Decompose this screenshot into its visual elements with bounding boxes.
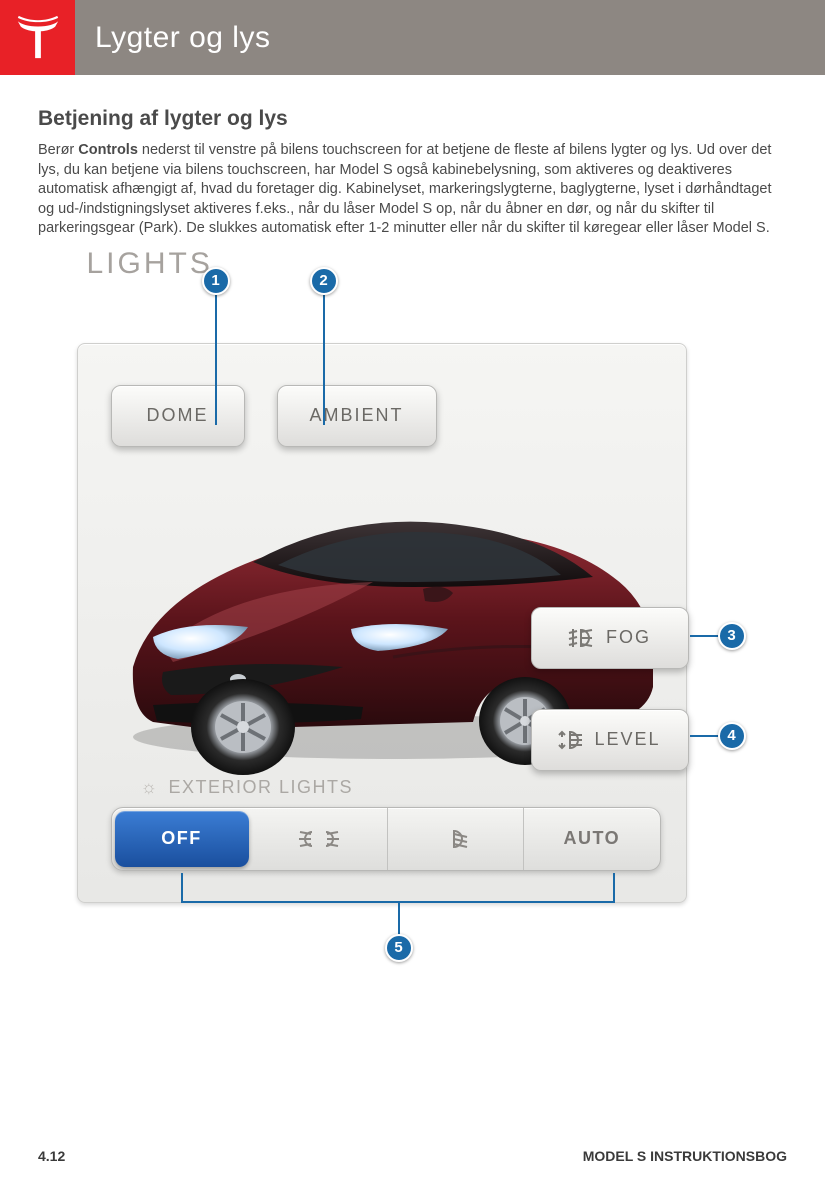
seg-off[interactable]: OFF <box>115 811 249 867</box>
callout-5: 5 <box>385 934 413 962</box>
callout-line <box>181 873 183 903</box>
page-title: Lygter og lys <box>95 21 270 55</box>
page-number: 4.12 <box>38 1148 65 1164</box>
seg-auto[interactable]: AUTO <box>524 808 659 870</box>
parking-lights-icon <box>297 828 341 850</box>
sun-icon: ☼ <box>141 777 159 798</box>
exterior-lights-segmented[interactable]: OFF <box>111 807 661 871</box>
level-button[interactable]: LEVEL <box>531 709 689 771</box>
header-bar: Lygter og lys <box>0 0 825 75</box>
callout-2: 2 <box>310 267 338 295</box>
callout-1: 1 <box>202 267 230 295</box>
callout-line <box>398 901 400 935</box>
callout-4: 4 <box>718 722 746 750</box>
para-post: nederst til venstre på bilens touchscree… <box>38 142 771 236</box>
book-title: MODEL S INSTRUKTIONSBOG <box>583 1148 787 1164</box>
panel-title: LIGHTS <box>87 247 213 281</box>
callout-line <box>690 635 720 637</box>
fog-label: FOG <box>606 627 651 648</box>
seg-lowbeam[interactable] <box>388 808 524 870</box>
fog-icon <box>568 627 594 649</box>
exterior-lights-label: ☼ EXTERIOR LIGHTS <box>141 777 354 798</box>
para-bold: Controls <box>78 142 138 158</box>
dome-button[interactable]: DOME <box>111 385 245 447</box>
level-icon <box>558 729 584 751</box>
callout-line <box>690 735 720 737</box>
section-heading: Betjening af lygter og lys <box>38 107 787 131</box>
callout-line <box>613 873 615 903</box>
callout-line <box>215 295 217 425</box>
lowbeam-icon <box>440 828 470 850</box>
fog-button[interactable]: FOG <box>531 607 689 669</box>
tesla-logo-icon <box>14 14 62 62</box>
content-area: Betjening af lygter og lys Berør Control… <box>0 75 825 987</box>
figure: LIGHTS <box>63 267 763 987</box>
seg-parking[interactable] <box>252 808 388 870</box>
footer: 4.12 MODEL S INSTRUKTIONSBOG <box>38 1148 787 1164</box>
para-pre: Berør <box>38 142 78 158</box>
body-paragraph: Berør Controls nederst til venstre på bi… <box>38 141 787 239</box>
exterior-lights-text: EXTERIOR LIGHTS <box>169 777 354 798</box>
callout-line <box>323 295 325 425</box>
ambient-button[interactable]: AMBIENT <box>277 385 437 447</box>
callout-3: 3 <box>718 622 746 650</box>
tesla-logo <box>0 0 75 75</box>
level-label: LEVEL <box>594 729 660 750</box>
